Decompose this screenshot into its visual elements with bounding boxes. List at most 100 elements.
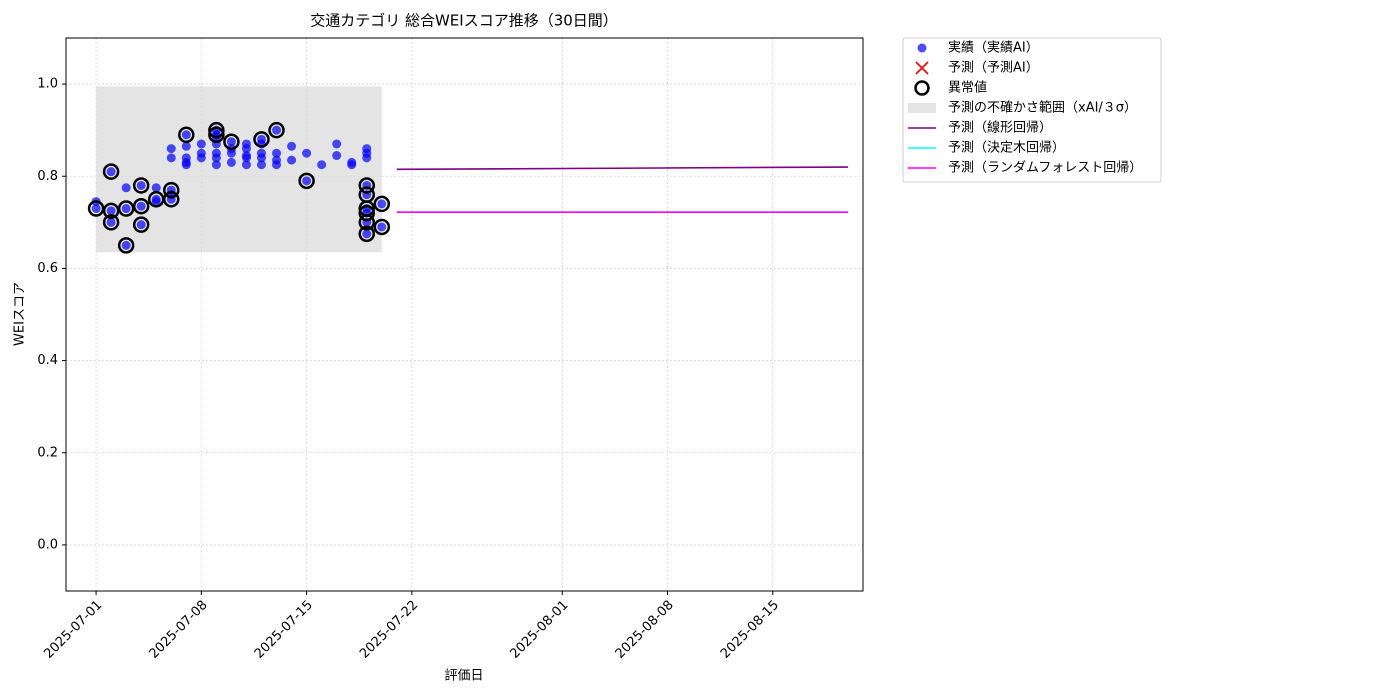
actual-point: [317, 160, 327, 170]
legend-label: 異常値: [948, 80, 987, 96]
anomaly-point: [298, 172, 315, 190]
y-tick-label: 0.2: [37, 445, 58, 460]
legend-box: [902, 37, 1162, 183]
anomaly-point: [358, 177, 376, 194]
anomaly-point: [268, 121, 285, 139]
plot-area: [87, 86, 848, 254]
legend-label: 予測（予測AI）: [948, 61, 1039, 76]
anomaly-point: [208, 126, 225, 144]
actual-point: [241, 139, 251, 149]
actual-point: [377, 222, 387, 232]
uncertainty-band: [96, 86, 382, 253]
anomaly-point: [373, 218, 391, 236]
anomaly-point: [132, 216, 150, 233]
x-tick-label: 2025-07-22: [357, 598, 421, 662]
anomaly-point: [223, 133, 240, 150]
actual-point: [377, 199, 387, 209]
legend-label: 予測の不確かさ範囲（xAI/３σ）: [948, 100, 1137, 116]
anomaly-point: [358, 214, 376, 231]
actual-point: [121, 240, 131, 250]
x-tick-label: 2025-07-01: [41, 598, 105, 662]
actual-point: [256, 153, 266, 163]
actual-point: [166, 144, 176, 154]
legend-marker: [908, 103, 936, 113]
legend-label: 実績（実績AI）: [948, 40, 1039, 56]
x-tick-label: 2025-08-15: [718, 598, 782, 662]
y-tick-label: 0.8: [37, 169, 58, 184]
actual-point: [136, 201, 146, 211]
x-tick-label: 2025-08-08: [613, 598, 677, 662]
actual-point: [226, 157, 236, 167]
y-tick-label: 0.4: [37, 353, 58, 368]
actual-point: [256, 160, 266, 170]
actual-point: [287, 141, 297, 151]
actual-point: [332, 139, 342, 149]
actual-point: [196, 139, 206, 149]
legend-label: 予測（線形回帰）: [948, 120, 1052, 136]
anomaly-point: [102, 163, 120, 180]
anomaly-point: [117, 200, 135, 217]
anomaly-point: [373, 195, 391, 213]
actual-point: [332, 151, 342, 161]
actual-point: [226, 137, 236, 147]
actual-point: [272, 148, 282, 158]
x-tick-label: 2025-08-01: [508, 598, 572, 662]
y-tick-label: 0.6: [37, 261, 58, 276]
actual-point: [362, 153, 372, 163]
anomaly-point: [208, 121, 225, 139]
anomaly-point: [102, 214, 120, 231]
plot-frame: [65, 37, 864, 592]
anomaly-point: [132, 197, 150, 215]
actual-point: [241, 151, 251, 161]
legend-label: 予測（決定木回帰）: [948, 140, 1065, 156]
anomaly-point: [358, 204, 376, 222]
actual-point: [196, 148, 206, 158]
actual-point: [136, 220, 146, 230]
actual-point: [136, 180, 146, 190]
actual-point: [106, 206, 116, 216]
anomaly-point: [117, 237, 135, 254]
actual-point: [241, 160, 251, 170]
anomaly-point: [253, 131, 270, 148]
actual-point: [211, 153, 221, 163]
anomaly-point: [132, 177, 150, 194]
actual-point: [151, 197, 161, 207]
y-tick-label: 1.0: [37, 77, 58, 92]
actual-point: [181, 160, 191, 170]
y-axis-label: WEIスコア: [13, 282, 28, 346]
x-tick-label: 2025-07-08: [147, 598, 211, 662]
x-tick-label: 2025-07-15: [252, 598, 316, 662]
actual-point: [181, 153, 191, 163]
actual-point: [181, 130, 191, 140]
actual-point: [302, 176, 312, 186]
actual-point: [272, 160, 282, 170]
actual-point: [91, 204, 101, 214]
anomaly-point: [87, 200, 105, 217]
actual-point: [106, 217, 116, 227]
anomaly-point: [178, 126, 195, 144]
x-axis-label: 評価日: [444, 669, 483, 684]
actual-point: [362, 229, 372, 239]
actual-point: [211, 160, 221, 170]
actual-point: [166, 153, 176, 163]
legend-marker: [917, 43, 927, 53]
actual-point: [121, 183, 131, 193]
anomaly-point: [163, 191, 180, 208]
prediction-line: [396, 166, 848, 171]
actual-point: [151, 183, 161, 193]
actual-point: [287, 155, 297, 165]
legend-marker: [914, 80, 930, 96]
actual-point: [302, 148, 312, 158]
anomaly-point: [163, 181, 180, 199]
y-tick-label: 0.0: [37, 537, 58, 552]
actual-point: [272, 125, 282, 135]
legend-marker: [915, 61, 929, 75]
chart-title: 交通カテゴリ 総合WEIスコア推移（30日間）: [310, 12, 618, 30]
actual-point: [347, 160, 357, 170]
anomaly-point: [102, 202, 120, 220]
actual-point: [181, 141, 191, 151]
legend-label: 予測（ランダムフォレスト回帰）: [948, 160, 1142, 176]
actual-point: [106, 167, 116, 177]
